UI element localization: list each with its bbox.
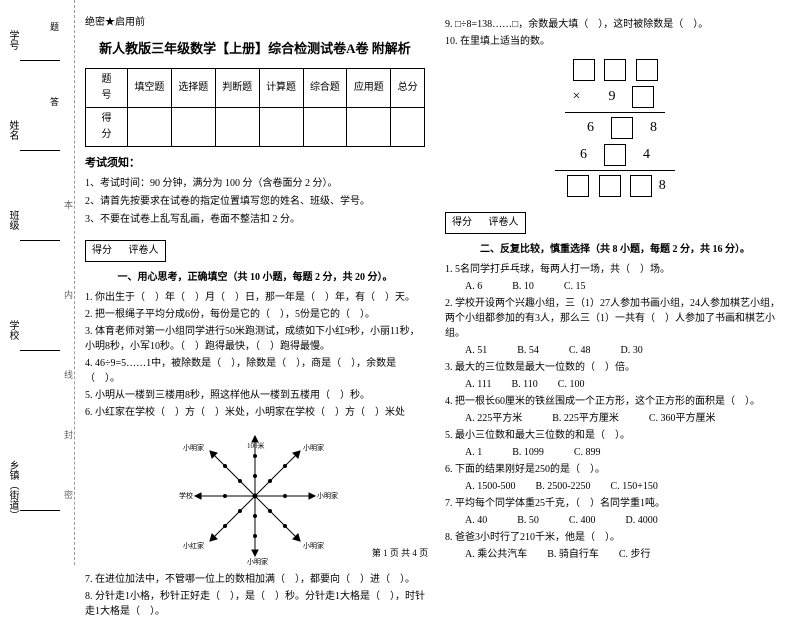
s2q3o: A. 111 B. 110 C. 100 xyxy=(465,377,785,392)
dash-mark-1: 本 xyxy=(62,200,75,217)
table-row: 得 分 xyxy=(86,107,425,146)
right-column: 9. □÷8=138……□，余数最大填（ ），这时被除数是（ ）。 10. 在里… xyxy=(445,15,785,540)
calc-8b: 8 xyxy=(659,179,666,194)
s2q5o: A. 1 B. 1099 C. 899 xyxy=(465,445,785,460)
calc-box[interactable] xyxy=(611,117,633,139)
bind-fill-2 xyxy=(20,150,60,151)
diag-top: 100米 xyxy=(247,441,265,450)
q9: 9. □÷8=138……□，余数最大填（ ），这时被除数是（ ）。 xyxy=(445,17,785,32)
calc-4: 4 xyxy=(643,147,650,162)
s2q2o: A. 51 B. 54 C. 48 D. 30 xyxy=(465,343,785,358)
q7: 7. 在进位加法中，不管哪一位上的数相加满（ ），都要向（ ）进（ ）。 xyxy=(85,572,425,587)
notice-item: 2、请首先按要求在试卷的指定位置填写您的姓名、班级、学号。 xyxy=(85,194,425,210)
bind-label-1: 学号 xyxy=(5,30,20,50)
th-0: 题 号 xyxy=(86,68,128,107)
eval-reviewer: 评卷人 xyxy=(489,215,519,231)
calc-box[interactable] xyxy=(636,59,658,81)
q10: 10. 在里填上适当的数。 xyxy=(445,34,785,49)
calc-box[interactable] xyxy=(604,144,626,166)
dash-mark-2: 内 xyxy=(62,290,75,307)
notice-list: 1、考试时间：90 分钟，满分为 100 分（含卷面分 2 分）。 2、请首先按… xyxy=(85,176,425,228)
side-note-1: 题 xyxy=(50,20,59,33)
table-row: 题 号 填空题 选择题 判断题 计算题 综合题 应用题 总分 xyxy=(86,68,425,107)
dash-mark-4: 封 xyxy=(62,430,75,447)
s2q6o: A. 1500-500 B. 2500-2250 C. 150+150 xyxy=(465,479,785,494)
calc-8: 8 xyxy=(650,120,657,135)
s2q7o: A. 40 B. 50 C. 400 D. 4000 xyxy=(465,513,785,528)
side-note-2: 答 xyxy=(50,95,59,108)
eval-box: 得分 评卷人 xyxy=(85,240,166,262)
dash-mark-5: 密 xyxy=(62,490,75,507)
q6: 6. 小红家在学校（ ）方（ ）米处，小明家在学校（ ）方（ ）米处 xyxy=(85,405,425,420)
s2q1: 1. 5名同学打乒乓球，每两人打一场，共（ ）场。 xyxy=(445,262,785,277)
svg-text:小明家: 小明家 xyxy=(317,491,338,500)
q5: 5. 小明从一楼到三楼用8秒，照这样他从一楼到五楼用（ ）秒。 xyxy=(85,388,425,403)
section2-title: 二、反复比较，慎重选择（共 8 小题，每题 2 分，共 16 分）。 xyxy=(445,242,785,258)
th-3: 判断题 xyxy=(215,68,259,107)
th-5: 综合题 xyxy=(303,68,347,107)
bind-label-5: 乡镇（街道） xyxy=(5,460,20,520)
calc-6b: 6 xyxy=(580,147,587,162)
th-2: 选择题 xyxy=(171,68,215,107)
calc-9: 9 xyxy=(608,89,615,104)
calc-6: 6 xyxy=(587,120,594,135)
notice-title: 考试须知： xyxy=(85,155,425,173)
dash-mark-3: 线 xyxy=(62,370,75,387)
eval-reviewer: 评卷人 xyxy=(129,243,159,259)
q1: 1. 你出生于（ ）年（ ）月（ ）日，那一年是（ ）年，有（ ）天。 xyxy=(85,290,425,305)
calc-box[interactable] xyxy=(599,175,621,197)
binding-edge: 学号 姓名 班级 学校 乡镇（街道） 题 答 本 内 线 封 密 xyxy=(0,0,75,565)
bind-label-4: 学校 xyxy=(5,320,20,340)
calc-box[interactable] xyxy=(567,175,589,197)
score-label: 得 分 xyxy=(86,107,128,146)
th-7: 总分 xyxy=(391,68,425,107)
s2q6: 6. 下面的结果刚好是250的是（ ）。 xyxy=(445,462,785,477)
svg-text:小明家: 小明家 xyxy=(183,443,204,452)
bind-label-2: 姓名 xyxy=(5,120,20,140)
calc-box[interactable] xyxy=(630,175,652,197)
eval-score: 得分 xyxy=(452,215,476,231)
s2q4o: A. 225平方米 B. 225平方厘米 C. 360平方厘米 xyxy=(465,411,785,426)
bind-label-3: 班级 xyxy=(5,210,20,230)
secret-label: 绝密★启用前 xyxy=(85,15,425,31)
page-footer: 第 1 页 共 4 页 xyxy=(0,546,800,559)
calc-box[interactable] xyxy=(573,59,595,81)
s2q8: 8. 爸爸3小时行了210千米，他是（ ）。 xyxy=(445,530,785,545)
section1-title: 一、用心思考，正确填空（共 10 小题，每题 2 分，共 20 分）。 xyxy=(85,270,425,286)
s2q7: 7. 平均每个同学体重25千克，（ ）名同学重1吨。 xyxy=(445,496,785,511)
eval-score: 得分 xyxy=(92,243,116,259)
calc-box[interactable] xyxy=(632,86,654,108)
vertical-calc: × 9 6 8 6 4 8 xyxy=(445,59,785,198)
svg-text:小明家: 小明家 xyxy=(303,443,324,452)
s2q5: 5. 最小三位数和最大三位数的和是（ ）。 xyxy=(445,428,785,443)
s2q2: 2. 学校开设两个兴趣小组，三（1）27人参加书画小组，24人参加棋艺小组，两个… xyxy=(445,296,785,341)
left-column: 绝密★启用前 新人教版三年级数学【上册】综合检测试卷A卷 附解析 题 号 填空题… xyxy=(85,15,425,540)
th-1: 填空题 xyxy=(128,68,172,107)
q8: 8. 分针走1小格，秒针正好走（ ），是（ ）秒。分针走1大格是（ ），时针走1… xyxy=(85,589,425,619)
q2: 2. 把一根绳子平均分成6份，每份是它的（ ），5份是它的（ ）。 xyxy=(85,307,425,322)
calc-box[interactable] xyxy=(604,59,626,81)
notice-item: 3、不要在试卷上乱写乱画，卷面不整洁扣 2 分。 xyxy=(85,212,425,228)
content-area: 绝密★启用前 新人教版三年级数学【上册】综合检测试卷A卷 附解析 题 号 填空题… xyxy=(85,15,785,540)
s2q3: 3. 最大的三位数是最大一位数的（ ）倍。 xyxy=(445,360,785,375)
page-title: 新人教版三年级数学【上册】综合检测试卷A卷 附解析 xyxy=(85,39,425,60)
bind-fill-4 xyxy=(20,350,60,351)
th-4: 计算题 xyxy=(259,68,303,107)
th-6: 应用题 xyxy=(347,68,391,107)
s2q1o: A. 6 B. 10 C. 15 xyxy=(465,279,785,294)
score-table: 题 号 填空题 选择题 判断题 计算题 综合题 应用题 总分 得 分 xyxy=(85,68,425,147)
notice-item: 1、考试时间：90 分钟，满分为 100 分（含卷面分 2 分）。 xyxy=(85,176,425,192)
eval-box-2: 得分 评卷人 xyxy=(445,212,526,234)
bind-fill-5 xyxy=(20,510,60,511)
q4: 4. 46÷9=5……1中，被除数是（ ），除数是（ ），商是（ ），余数是（ … xyxy=(85,356,425,386)
mult-sign: × xyxy=(573,89,581,104)
svg-text:学校: 学校 xyxy=(179,491,193,500)
q3: 3. 体育老师对第一小组同学进行50米跑测试，成绩如下小红9秒，小丽11秒，小明… xyxy=(85,324,425,354)
bind-fill-1 xyxy=(20,60,60,61)
s2q4: 4. 把一根长60厘米的铁丝围成一个正方形，这个正方形的面积是（ ）。 xyxy=(445,394,785,409)
bind-fill-3 xyxy=(20,240,60,241)
